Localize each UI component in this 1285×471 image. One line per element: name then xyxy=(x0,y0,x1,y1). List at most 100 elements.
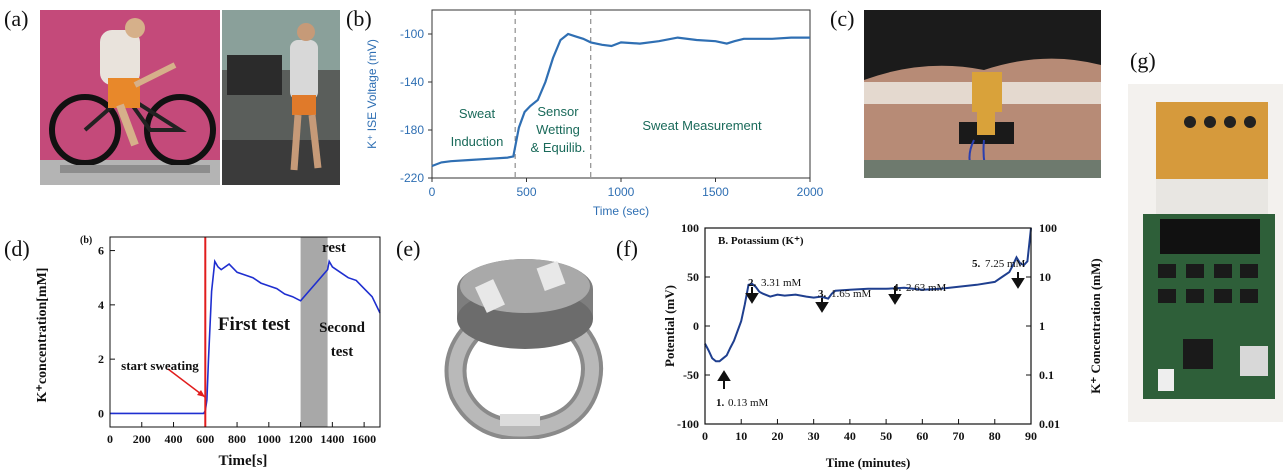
chart-b-annot-wetting: Wetting xyxy=(536,122,580,137)
panel-label-e: (e) xyxy=(396,236,421,261)
chart-f: 0 10 20 30 40 50 60 70 80 90 100 50 0 -50 -100 100 10 1 0.… xyxy=(662,221,1103,470)
chart-d-xtick-5: 1000 xyxy=(257,432,281,446)
chart-f-ytick-1: 50 xyxy=(687,270,699,284)
chart-f-annot-2-text: 3.31 mM xyxy=(761,277,802,289)
panel-label-d: (d) xyxy=(4,236,30,261)
chart-f-rtick-2: 1 xyxy=(1039,319,1045,333)
chart-d-annot-second: Second xyxy=(319,320,366,336)
chart-b-xtick-0: 0 xyxy=(429,185,436,199)
chart-d-xtick-6: 1200 xyxy=(289,432,313,446)
chart-f-arrows xyxy=(717,272,1025,389)
chart-d-frame xyxy=(109,236,381,428)
chart-f-xlabel: Time (minutes) xyxy=(826,455,911,470)
chart-f-xtick-9: 90 xyxy=(1025,429,1037,443)
chart-f-annot-3-num: 3. xyxy=(818,288,827,300)
chart-d-xlabel: Time[s] xyxy=(219,453,268,469)
chart-f-xtick-4: 40 xyxy=(844,429,856,443)
chart-f-ylabel: Potential (mV) xyxy=(662,285,677,367)
chart-b: 0 500 1000 1500 2000 -100 -140 -180 -220 K⁺ ISE … xyxy=(365,9,824,218)
chart-f-rtick-1: 10 xyxy=(1039,270,1051,284)
chart-b-ytick-0: -100 xyxy=(400,27,424,41)
chart-b-ytick-1: -140 xyxy=(400,75,424,89)
chart-f-xtick-8: 80 xyxy=(989,429,1001,443)
chart-f-frame xyxy=(704,227,1032,425)
chart-d-xtick-0: 0 xyxy=(107,432,113,446)
chart-d-ytick-1: 2 xyxy=(98,352,104,366)
chart-b-annot-measurement: Sweat Measurement xyxy=(642,118,762,133)
chart-d-xtick-8: 1600 xyxy=(352,432,376,446)
chart-f-rtick-3: 0.1 xyxy=(1039,368,1054,382)
treadmill-illustration xyxy=(222,10,340,185)
chart-b-xtick-4: 2000 xyxy=(797,185,824,199)
chart-f-series-line xyxy=(704,227,1032,363)
chart-f-arrowhead-1 xyxy=(717,370,731,381)
chart-d-xtick-4: 800 xyxy=(228,432,246,446)
chart-f-arrowhead-5 xyxy=(1011,278,1025,289)
chart-b-ytick-2: -180 xyxy=(400,123,424,137)
chart-b-xtick-2: 1000 xyxy=(608,185,635,199)
panel-label-f: (f) xyxy=(616,236,638,261)
chart-b-series-line xyxy=(431,32,810,168)
chart-f-arrowhead-3 xyxy=(815,302,829,313)
wearable-band-illustration xyxy=(444,259,604,441)
chart-d-annot-rest: rest xyxy=(322,240,346,256)
chart-b-annot-sensor: Sensor xyxy=(537,104,579,119)
chart-d-arrowhead xyxy=(197,390,205,397)
chart-b-xtick-3: 1500 xyxy=(702,185,729,199)
chart-b-frame xyxy=(431,9,811,179)
chart-d-xtick-2: 400 xyxy=(165,432,183,446)
chart-f-arrowhead-4 xyxy=(888,294,902,305)
chart-f-xtick-0: 0 xyxy=(702,429,708,443)
chart-d: 0 200 400 600 800 1000 1200 1400 1600 0 2 4 6 (b) K⁺… xyxy=(35,235,381,469)
chart-f-xtick-1: 10 xyxy=(735,429,747,443)
chart-f-rtick-4: 0.01 xyxy=(1039,417,1060,431)
chart-d-xtick-1: 200 xyxy=(133,432,151,446)
image-wearable-band xyxy=(440,244,610,441)
chart-f-annot-2-num: 2. xyxy=(748,277,757,289)
chart-f-annot-1-text: 0.13 mM xyxy=(728,397,769,409)
chart-d-annot-start-sweating: start sweating xyxy=(121,358,199,373)
chart-b-ytick-3: -220 xyxy=(400,171,424,185)
chart-d-annot-test: test xyxy=(331,344,354,360)
chart-f-ytick-2: 0 xyxy=(693,319,699,333)
photo-cyclist xyxy=(40,10,220,185)
panel-label-c: (c) xyxy=(830,6,855,31)
panel-label-b: (b) xyxy=(346,6,372,31)
chart-d-ytick-2: 4 xyxy=(98,298,104,312)
forehead-illustration xyxy=(864,10,1101,178)
chart-d-ytick-3: 6 xyxy=(98,244,104,258)
chart-b-xlabel: Time (sec) xyxy=(593,204,649,218)
chart-f-annot-5-num: 5. xyxy=(972,258,981,270)
photo-treadmill xyxy=(222,10,340,185)
chart-b-ylabel: K⁺ ISE Voltage (mV) xyxy=(365,39,379,149)
chart-f-xtick-5: 50 xyxy=(880,429,892,443)
chart-f-xtick-6: 60 xyxy=(916,429,928,443)
chart-f-annot-3-text: 1.65 mM xyxy=(831,288,872,300)
chart-f-annot-5-text: 7.25 mM xyxy=(985,258,1026,270)
chart-f-ytick-0: 100 xyxy=(681,221,699,235)
panel-label-a: (a) xyxy=(4,6,29,31)
chart-f-ylabel-right: K⁺ Concentration (mM) xyxy=(1088,258,1103,393)
chart-d-series-line xyxy=(110,258,381,415)
chart-b-annot-induction: Induction xyxy=(451,134,504,149)
pcb-illustration xyxy=(1128,84,1283,422)
chart-d-ylabel: K⁺concentration[mM] xyxy=(35,268,50,403)
chart-f-annot-4-num: 4. xyxy=(893,282,902,294)
chart-f-ytick-3: -50 xyxy=(683,368,699,382)
chart-f-rtick-0: 100 xyxy=(1039,221,1057,235)
chart-d-panel-tag: (b) xyxy=(80,235,92,246)
chart-d-xtick-7: 1400 xyxy=(320,432,344,446)
chart-b-annot-sweat: Sweat xyxy=(459,106,496,121)
panel-label-g: (g) xyxy=(1130,48,1156,73)
chart-f-annot-1-num: 1. xyxy=(716,397,725,409)
chart-d-ytick-0: 0 xyxy=(98,406,104,420)
chart-f-xtick-7: 70 xyxy=(953,429,965,443)
cyclist-illustration xyxy=(40,10,220,185)
chart-d-xtick-3: 600 xyxy=(196,432,214,446)
chart-f-arrowhead-2 xyxy=(745,293,759,304)
chart-d-rest-band xyxy=(300,237,328,427)
chart-f-title: B. Potassium (K⁺) xyxy=(718,235,804,247)
chart-f-annot-4-text: 2.63 mM xyxy=(906,282,947,294)
photo-forehead-sensor xyxy=(864,10,1101,178)
chart-d-annot-first-test: First test xyxy=(218,314,291,335)
